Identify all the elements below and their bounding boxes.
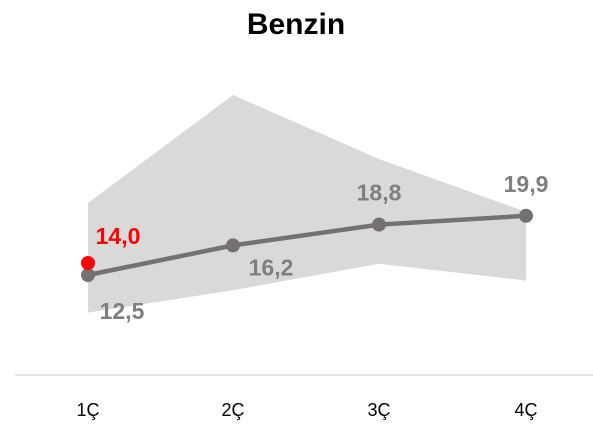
x-tick-label: 4Ç bbox=[514, 400, 537, 420]
data-label: 14,0 bbox=[96, 223, 141, 249]
data-point bbox=[226, 238, 240, 253]
chart-title: Benzin bbox=[247, 8, 345, 41]
data-point bbox=[372, 217, 386, 232]
data-label: 12,5 bbox=[100, 298, 145, 324]
x-tick-label: 2Ç bbox=[221, 400, 244, 420]
data-point bbox=[81, 268, 95, 282]
data-point bbox=[519, 208, 533, 223]
data-label: 19,9 bbox=[504, 171, 549, 197]
data-label: 18,8 bbox=[357, 180, 402, 206]
series-line bbox=[87, 213, 527, 278]
data-label: 16,2 bbox=[249, 254, 294, 280]
x-tick-label: 3Ç bbox=[367, 400, 390, 420]
range-band bbox=[88, 95, 526, 313]
x-tick-label: 1Ç bbox=[76, 400, 99, 420]
data-point bbox=[81, 256, 95, 270]
